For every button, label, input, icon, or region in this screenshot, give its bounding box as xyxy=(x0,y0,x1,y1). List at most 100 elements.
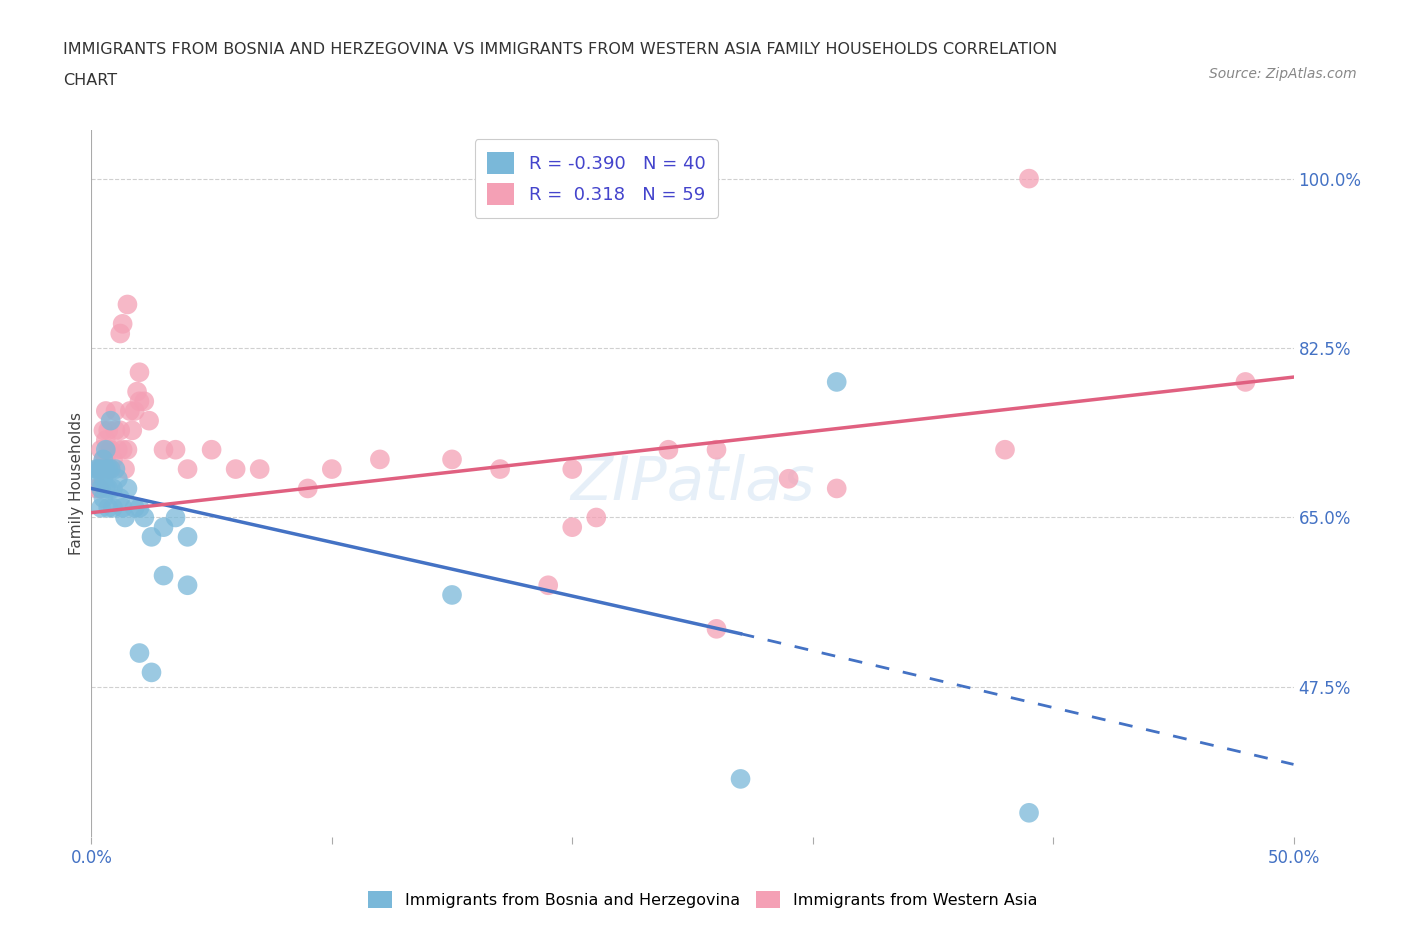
Point xyxy=(825,375,848,390)
Point xyxy=(440,588,463,603)
Point xyxy=(165,510,187,525)
Point xyxy=(138,413,160,428)
Point xyxy=(128,500,150,515)
Point xyxy=(97,461,120,476)
Point xyxy=(124,404,146,418)
Point xyxy=(128,394,150,409)
Point xyxy=(134,394,156,409)
Point xyxy=(90,481,112,496)
Point xyxy=(110,326,132,341)
Text: CHART: CHART xyxy=(63,73,117,87)
Point xyxy=(121,423,143,438)
Point xyxy=(90,443,112,458)
Point xyxy=(93,472,115,486)
Point xyxy=(90,461,112,476)
Point xyxy=(100,461,122,476)
Point xyxy=(201,443,224,458)
Point xyxy=(585,510,607,525)
Point xyxy=(152,443,174,458)
Point xyxy=(84,481,107,496)
Point xyxy=(117,481,139,496)
Point xyxy=(141,665,163,680)
Point xyxy=(93,423,115,438)
Point xyxy=(994,443,1017,458)
Point xyxy=(101,452,124,467)
Point xyxy=(93,452,115,467)
Point xyxy=(1018,171,1040,186)
Point xyxy=(97,443,120,458)
Legend: R = -0.390   N = 40, R =  0.318   N = 59: R = -0.390 N = 40, R = 0.318 N = 59 xyxy=(474,140,718,218)
Point xyxy=(176,529,198,544)
Point xyxy=(107,472,129,486)
Point xyxy=(100,443,122,458)
Point xyxy=(537,578,560,592)
Point xyxy=(97,500,120,515)
Point xyxy=(90,461,112,476)
Point xyxy=(368,452,391,467)
Point xyxy=(111,500,134,515)
Point xyxy=(94,432,117,447)
Point xyxy=(561,461,583,476)
Point xyxy=(152,568,174,583)
Point xyxy=(225,461,247,476)
Point xyxy=(104,423,127,438)
Point xyxy=(134,510,156,525)
Point xyxy=(100,461,122,476)
Point xyxy=(128,365,150,379)
Point xyxy=(141,529,163,544)
Point xyxy=(706,443,728,458)
Point xyxy=(93,452,115,467)
Point xyxy=(87,481,110,496)
Y-axis label: Family Households: Family Households xyxy=(69,412,84,555)
Point xyxy=(825,481,848,496)
Point xyxy=(124,500,146,515)
Point xyxy=(152,520,174,535)
Point xyxy=(110,491,132,506)
Point xyxy=(321,461,343,476)
Point xyxy=(97,461,120,476)
Point xyxy=(90,481,112,496)
Point xyxy=(118,404,141,418)
Point xyxy=(561,520,583,535)
Point xyxy=(100,413,122,428)
Text: ZIPatlas: ZIPatlas xyxy=(571,454,814,513)
Point xyxy=(1018,805,1040,820)
Point xyxy=(176,461,198,476)
Point xyxy=(94,461,117,476)
Point xyxy=(657,443,679,458)
Point xyxy=(101,500,124,515)
Point xyxy=(87,461,110,476)
Point xyxy=(1234,375,1257,390)
Point xyxy=(117,297,139,312)
Point xyxy=(97,423,120,438)
Text: Source: ZipAtlas.com: Source: ZipAtlas.com xyxy=(1209,67,1357,81)
Text: IMMIGRANTS FROM BOSNIA AND HERZEGOVINA VS IMMIGRANTS FROM WESTERN ASIA FAMILY HO: IMMIGRANTS FROM BOSNIA AND HERZEGOVINA V… xyxy=(63,42,1057,57)
Point xyxy=(114,461,136,476)
Point xyxy=(706,621,728,636)
Point xyxy=(249,461,271,476)
Point xyxy=(97,481,120,496)
Point xyxy=(94,443,117,458)
Point xyxy=(104,461,127,476)
Point xyxy=(176,578,198,592)
Point xyxy=(489,461,512,476)
Point xyxy=(87,472,110,486)
Point xyxy=(128,645,150,660)
Point xyxy=(111,316,134,331)
Point xyxy=(730,772,752,787)
Point xyxy=(165,443,187,458)
Point xyxy=(440,452,463,467)
Point xyxy=(107,443,129,458)
Point xyxy=(90,500,112,515)
Point xyxy=(87,461,110,476)
Point xyxy=(93,491,115,506)
Point xyxy=(117,443,139,458)
Point xyxy=(778,472,800,486)
Point xyxy=(297,481,319,496)
Point xyxy=(94,452,117,467)
Point xyxy=(93,461,115,476)
Point xyxy=(84,461,107,476)
Point xyxy=(114,510,136,525)
Point xyxy=(110,423,132,438)
Legend: Immigrants from Bosnia and Herzegovina, Immigrants from Western Asia: Immigrants from Bosnia and Herzegovina, … xyxy=(359,882,1047,917)
